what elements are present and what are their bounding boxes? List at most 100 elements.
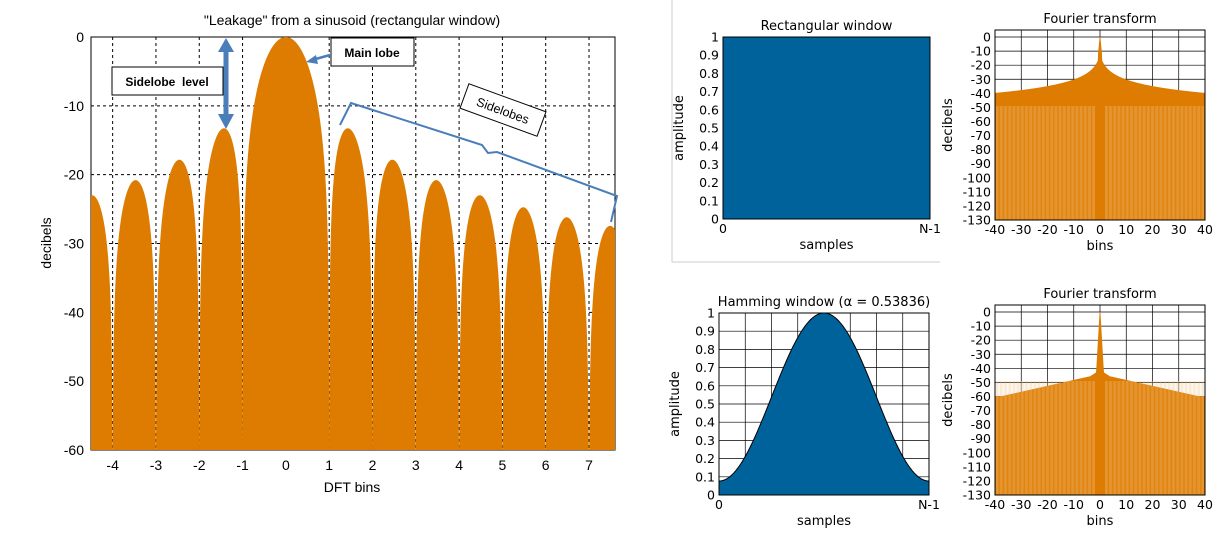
leakage-x-tick-label: 3 [412,457,420,473]
leakage-x-tick-label: 0 [282,457,290,473]
hamming-ft-x-tick-label: -30 [1011,497,1031,512]
sidelobe-level-label: Sidelobe level [125,75,208,89]
hamming-ft-x-tick-label: 0 [1096,497,1104,512]
hamming-ft-y-tick-label: -120 [963,473,991,488]
hamming-window-y-tick-label: 0.1 [695,469,715,484]
rectangular-ft-y-tick-label: -110 [963,184,991,199]
leakage-y-tick-label: -40 [64,304,84,320]
sidelobe-level-arrow-head-bottom [218,114,234,129]
hamming-ft-x-tick-label: 40 [1197,497,1213,512]
rectangular-window-y-tick-label: 0.4 [699,139,719,154]
hamming-window-x-tick-label: 0 [715,497,723,512]
hamming-window-plot-border [718,312,930,496]
sidelobes-bracket [339,101,619,223]
rectangular-window-y-tick-label: 0.2 [699,175,719,190]
hamming-window-y-tick-label: 0.3 [695,433,715,448]
rectangular-window-y-tick-label: 0.7 [699,84,719,99]
hamming-ft-y-tick-label: -130 [963,488,991,503]
rectangular-window-y-tick-label: 0 [711,212,719,227]
hamming-ft-y-tick-label: -10 [971,319,991,334]
rectangular-window-x-tick-label: 0 [719,221,727,236]
rectangular-ft-y-tick-label: -70 [971,128,991,143]
hamming-window-y-tick-label: 0.5 [695,397,715,412]
leakage-x-tick-label: 7 [585,457,593,473]
rectangular-window-plot-border [722,36,931,220]
hamming-ft-x-tick-label: 10 [1118,497,1134,512]
rectangular-ft-sidelobe-nulls [996,106,1204,220]
hamming-ft-y-tick-label: -80 [971,417,991,432]
rectangular-ft-x-tick-label: -30 [1011,222,1031,237]
rectangular-ft-x-axis-label: bins [1087,239,1114,254]
hamming-ft-y-axis-label: decibels [941,373,956,427]
leakage-y-ticks: 0 -10 -20 -30 -40 -50 -60 [64,29,84,458]
rectangular-ft-y-tick-label: -60 [971,114,991,129]
rectangular-ft-x-tick-label: -10 [1064,222,1084,237]
rectangular-window-y-tick-label: 1 [711,30,719,45]
hamming-window-panel: Hamming window (α = 0.53836)00.10.20.30.… [668,295,940,529]
hamming-window-y-tick-label: 0.4 [695,415,715,430]
rectangular-window-title: Rectangular window [761,19,893,34]
leakage-x-tick-label: -2 [193,457,206,473]
leakage-y-tick-label: -60 [64,442,84,458]
rectangular-ft-y-tick-label: -100 [963,170,991,185]
rectangular-window-y-tick-label: 0.8 [699,66,719,81]
leakage-y-tick-label: -20 [64,167,84,183]
rectangular-window-y-tick-label: 0.9 [699,48,719,63]
rectangular-ft-panel: Fourier transform0-10-20-30-40-50-60-70-… [941,12,1213,254]
sidelobe-level-annotation: Sidelobe level [111,38,234,129]
hamming-ft-x-tick-label: 30 [1171,497,1187,512]
rectangular-ft-x-tick-label: -40 [985,222,1005,237]
hamming-ft-x-tick-label: -40 [985,497,1005,512]
main-lobe-annotation: Main lobe [306,37,415,67]
leakage-x-tick-label: 2 [369,457,377,473]
hamming-ft-x-tick-label: -10 [1064,497,1084,512]
hamming-window-x-tick-label: N-1 [918,497,940,512]
rectangular-window-series [722,36,931,220]
sidelobes-label-box [459,83,547,137]
hamming-ft-y-tick-label: -100 [963,445,991,460]
rectangular-window-y-tick-label: 0.1 [699,193,719,208]
rectangular-window-y-axis-label: amplitude [672,95,687,161]
rectangular-ft-title: Fourier transform [1043,12,1156,27]
leakage-x-tick-label: 4 [455,457,463,473]
hamming-window-x-axis-label: samples [797,514,851,529]
hamming-ft-x-tick-label: -20 [1037,497,1057,512]
rectangular-ft-plot-border [994,29,1206,221]
hamming-ft-x-axis-label: bins [1087,514,1114,529]
hamming-window-y-tick-label: 0.6 [695,378,715,393]
leakage-x-tick-label: -1 [236,457,249,473]
leakage-y-tick-label: 0 [76,29,84,45]
leakage-y-tick-label: -30 [64,236,84,252]
sidelobe-level-arrow-head-top [218,38,234,52]
leakage-x-ticks: -4 -3 -2 -1 0 1 2 3 4 5 6 7 [106,457,593,473]
leakage-chart: "Leakage" from a sinusoid (rectangular w… [38,12,619,495]
leakage-y-axis-label: decibels [38,217,54,268]
hamming-window-y-axis-label: amplitude [668,371,683,437]
rectangular-ft-y-tick-label: -10 [971,44,991,59]
hamming-window-y-tick-label: 1 [707,306,715,321]
hamming-ft-plot-border [994,304,1206,496]
main-lobe-label: Main lobe [344,46,400,60]
rectangular-ft-y-tick-label: -30 [971,72,991,87]
leakage-x-tick-label: 6 [542,457,550,473]
rectangular-window-y-tick-label: 0.5 [699,121,719,136]
rectangular-window-panel: Rectangular window00.10.20.30.40.50.60.7… [672,19,941,253]
rectangular-ft-y-axis-label: decibels [941,98,956,152]
rectangular-ft-x-tick-label: 20 [1145,222,1161,237]
rectangular-ft-y-tick-label: -40 [971,86,991,101]
leakage-x-tick-label: 5 [499,457,507,473]
rectangular-ft-y-tick-label: -90 [971,156,991,171]
hamming-ft-y-tick-label: -90 [971,431,991,446]
rectangular-ft-y-tick-label: -130 [963,213,991,228]
hamming-ft-y-tick-label: -60 [971,389,991,404]
leakage-x-tick-label: -4 [106,457,119,473]
rectangular-ft-x-tick-label: -20 [1037,222,1057,237]
hamming-window-y-tick-label: 0.7 [695,360,715,375]
rectangular-ft-y-tick-label: -50 [971,100,991,115]
leakage-x-tick-label: 1 [325,457,333,473]
leakage-y-tick-label: -50 [64,373,84,389]
hamming-ft-y-tick-label: -40 [971,361,991,376]
rectangular-ft-x-tick-label: 10 [1118,222,1134,237]
hamming-ft-title: Fourier transform [1043,287,1156,302]
